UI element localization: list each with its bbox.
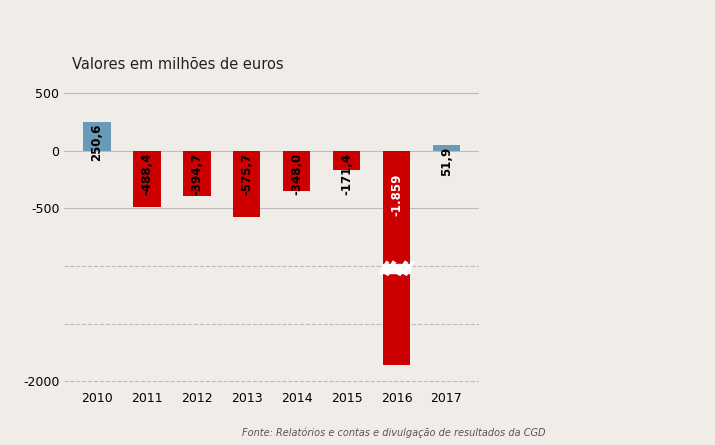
Text: 250,6: 250,6	[90, 124, 104, 162]
Bar	[433, 145, 460, 151]
Text: -394,7: -394,7	[190, 153, 203, 195]
Bar	[283, 151, 310, 191]
Text: -171,4: -171,4	[340, 153, 353, 195]
Bar	[183, 151, 210, 196]
Bar	[133, 151, 161, 207]
Text: 51,9: 51,9	[440, 147, 453, 176]
Text: Valores em milhões de euros: Valores em milhões de euros	[72, 57, 284, 72]
Text: -1.859: -1.859	[390, 174, 403, 216]
Text: -575,7: -575,7	[240, 153, 253, 195]
Bar	[83, 122, 111, 151]
Bar	[233, 151, 260, 217]
Text: -488,4: -488,4	[140, 153, 153, 195]
Bar	[333, 151, 360, 170]
Bar	[383, 151, 410, 365]
Text: -348,0: -348,0	[290, 153, 303, 195]
Text: Fonte: Relatórios e contas e divulgação de resultados da CGD: Fonte: Relatórios e contas e divulgação …	[242, 428, 545, 438]
